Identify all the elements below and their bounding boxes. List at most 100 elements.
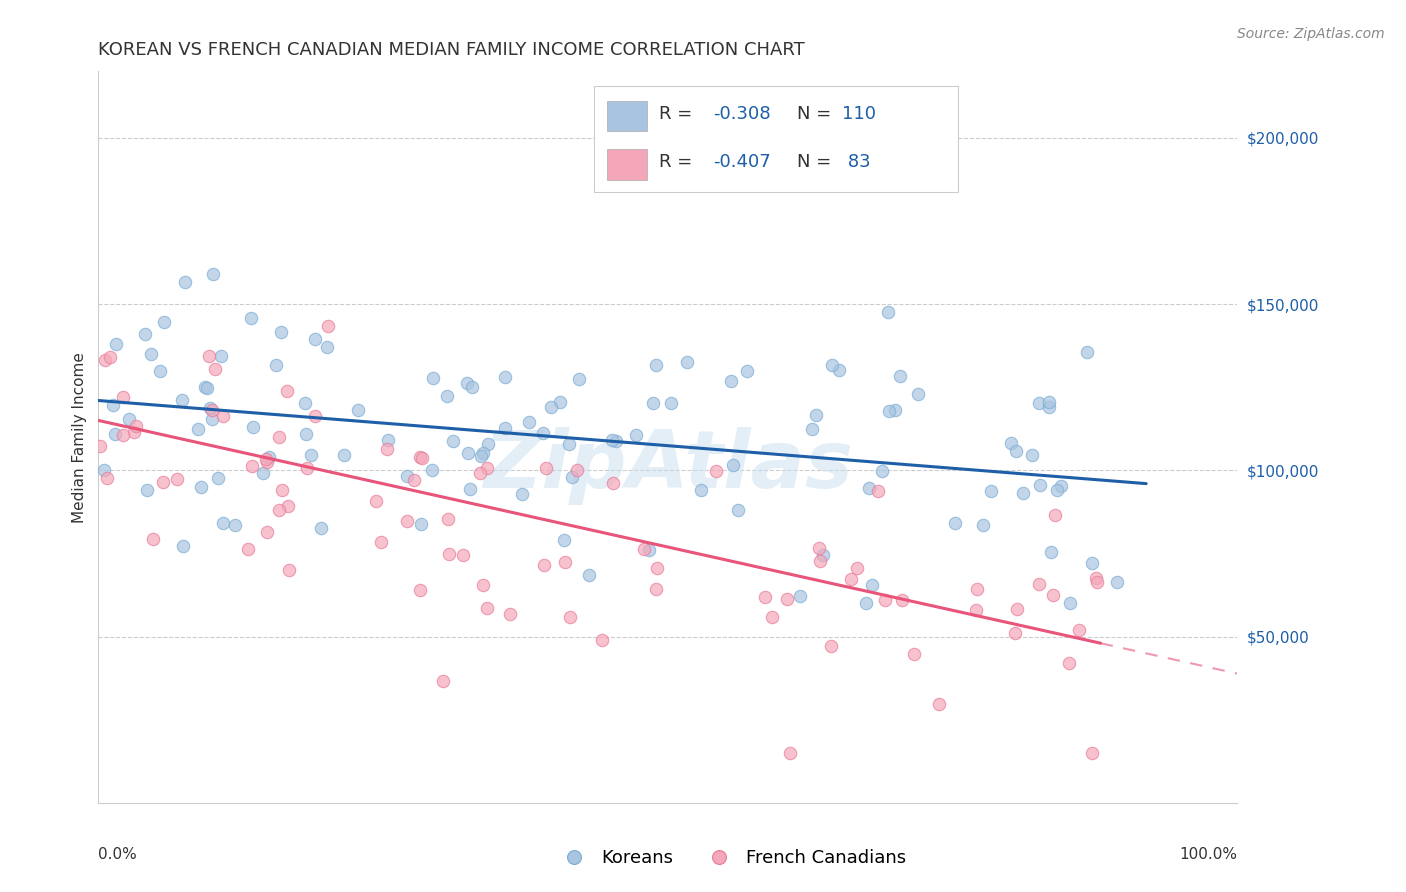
Point [855, 596, 877, 610]
Point [761, 610, 783, 624]
Point [432, 673, 454, 688]
Point [870, 464, 893, 478]
Text: Source: ZipAtlas.com: Source: ZipAtlas.com [1237, 27, 1385, 41]
Point [966, 582, 988, 596]
Point [510, 487, 533, 501]
Point [676, 354, 699, 368]
Text: KOREAN VS FRENCH CANADIAN MEDIAN FAMILY INCOME CORRELATION CHART: KOREAN VS FRENCH CANADIAN MEDIAN FAMILY … [98, 41, 806, 59]
Point [873, 592, 896, 607]
Point [800, 422, 823, 436]
Point [153, 315, 176, 329]
Point [256, 455, 278, 469]
Point [1004, 625, 1026, 640]
Point [299, 448, 322, 462]
Point [409, 517, 432, 532]
Point [578, 568, 600, 582]
Point [879, 403, 901, 417]
Point [779, 746, 801, 760]
Point [309, 521, 332, 535]
Point [470, 449, 492, 463]
Point [395, 469, 418, 483]
Point [1042, 588, 1064, 602]
Text: -0.308: -0.308 [713, 104, 770, 123]
Point [735, 363, 758, 377]
Point [602, 475, 624, 490]
Point [1045, 508, 1067, 522]
Point [1039, 545, 1062, 559]
Text: 100.0%: 100.0% [1180, 847, 1237, 862]
Point [96, 470, 118, 484]
Point [804, 408, 827, 422]
Point [633, 541, 655, 556]
Point [1038, 394, 1060, 409]
Text: 110: 110 [842, 104, 876, 123]
Point [295, 460, 318, 475]
Point [195, 381, 218, 395]
Point [877, 305, 900, 319]
Point [1069, 624, 1091, 638]
Point [242, 420, 264, 434]
Point [472, 578, 495, 592]
Point [98, 350, 121, 364]
Point [187, 422, 209, 436]
Point [641, 396, 664, 410]
Point [820, 639, 842, 653]
Point [375, 442, 398, 457]
Point [1005, 602, 1028, 616]
Point [294, 426, 316, 441]
Text: 0.0%: 0.0% [98, 847, 138, 862]
Point [494, 421, 516, 435]
Point [315, 341, 337, 355]
Point [112, 390, 135, 404]
Point [1028, 577, 1050, 591]
Point [862, 578, 884, 592]
Point [112, 427, 135, 442]
Point [1011, 485, 1033, 500]
Point [240, 459, 263, 474]
Point [304, 409, 326, 424]
Point [1081, 746, 1104, 760]
Point [972, 518, 994, 533]
Point [456, 376, 478, 391]
Point [278, 563, 301, 577]
Point [166, 472, 188, 486]
Point [468, 467, 491, 481]
Point [346, 403, 368, 417]
Point [808, 554, 831, 568]
Point [965, 603, 987, 617]
Point [1028, 396, 1050, 410]
Point [212, 516, 235, 530]
Point [256, 525, 278, 540]
Point [499, 607, 522, 621]
Point [477, 437, 499, 451]
Point [517, 415, 540, 429]
Point [789, 589, 811, 603]
Point [866, 484, 889, 499]
Text: N =: N = [797, 104, 837, 123]
Point [1057, 656, 1080, 670]
Point [776, 591, 799, 606]
Point [409, 582, 432, 597]
Point [659, 395, 682, 409]
Point [602, 433, 624, 447]
Point [647, 561, 669, 575]
Point [494, 370, 516, 384]
Point [565, 463, 588, 477]
Point [540, 401, 562, 415]
Point [907, 387, 929, 401]
Point [239, 311, 262, 326]
Legend: Koreans, French Canadians: Koreans, French Canadians [550, 842, 912, 874]
Point [277, 499, 299, 513]
Y-axis label: Median Family Income: Median Family Income [72, 351, 87, 523]
Point [568, 372, 591, 386]
Point [209, 350, 232, 364]
Point [204, 361, 226, 376]
Point [1038, 401, 1060, 415]
Point [294, 396, 316, 410]
Point [451, 548, 474, 562]
Point [411, 450, 433, 465]
Point [142, 532, 165, 546]
Point [259, 450, 281, 465]
Point [1085, 574, 1108, 589]
Point [644, 358, 666, 372]
